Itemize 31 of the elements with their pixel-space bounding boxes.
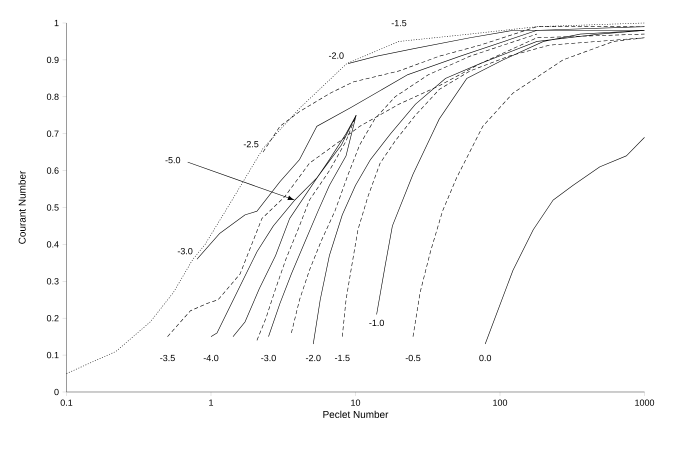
- annotation: -3.5: [160, 354, 175, 362]
- x-tick-label: 1: [209, 400, 214, 406]
- annotation: -3.0: [178, 248, 192, 254]
- annotation: 0.0: [479, 354, 492, 362]
- y-axis-title: Courant Number: [18, 170, 26, 244]
- y-tick-label: 0.3: [46, 278, 59, 284]
- annotation: -2.0: [328, 52, 344, 59]
- y-tick-label: 0.9: [46, 56, 59, 64]
- annotation: -4.0: [204, 354, 218, 362]
- y-tick-label: 0.8: [46, 94, 59, 100]
- y-tick-label: 0.2: [46, 315, 59, 322]
- x-tick-label: 100: [493, 400, 508, 406]
- annotation: -5.0: [165, 156, 180, 164]
- x-tick-label: 1000: [635, 400, 654, 406]
- y-tick-label: 0.7: [46, 130, 59, 137]
- annotation: -2.5: [244, 140, 258, 148]
- annotation: -1.5: [392, 20, 406, 26]
- y-tick-label: 0.1: [46, 352, 59, 358]
- x-axis-title: Peclet Number: [323, 410, 388, 418]
- annotation: -2.0: [306, 354, 321, 362]
- y-tick-label: 0.6: [46, 167, 59, 174]
- annotation: -0.5: [406, 354, 420, 362]
- y-tick-label: 0.5: [46, 204, 59, 211]
- annotation: -1.0: [369, 320, 384, 326]
- annotation: -3.0: [261, 354, 276, 362]
- x-tick-label: 10: [351, 400, 360, 406]
- x-tick-label: 0.1: [60, 400, 72, 406]
- y-tick-label: 1: [54, 20, 59, 26]
- y-tick-label: 0: [54, 388, 59, 396]
- y-tick-label: 0.4: [46, 241, 59, 248]
- annotation: -1.5: [334, 354, 350, 362]
